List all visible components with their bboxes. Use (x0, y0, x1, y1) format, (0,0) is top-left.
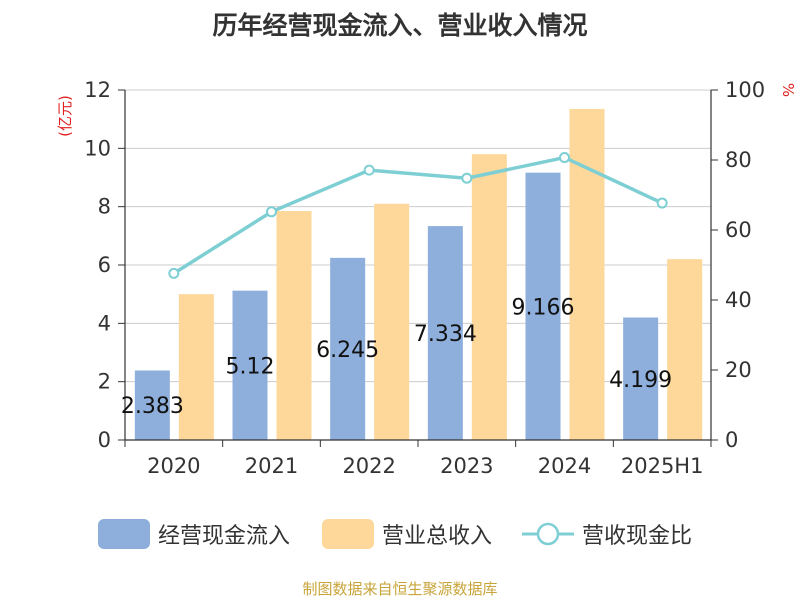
x-tick-label: 2025H1 (621, 454, 704, 478)
bar-revenue[interactable] (276, 211, 312, 440)
x-tick-label: 2023 (440, 454, 493, 478)
data-label-cash-inflow: 5.12 (226, 354, 275, 379)
bar-cash-inflow[interactable] (525, 172, 561, 441)
bar-revenue[interactable] (374, 203, 410, 440)
left-tick-label: 8 (98, 195, 111, 219)
bar-cash-inflow[interactable] (427, 226, 463, 440)
data-label-cash-inflow: 4.199 (609, 368, 672, 393)
data-label-cash-inflow: 7.334 (414, 322, 477, 347)
bar-cash-inflow[interactable] (330, 257, 366, 440)
ratio-point[interactable] (656, 197, 668, 209)
bar-revenue[interactable] (178, 294, 214, 440)
bar-revenue[interactable] (471, 154, 507, 440)
legend-swatch-ratio (522, 522, 574, 546)
ratio-line (172, 155, 663, 275)
right-tick-label: 40 (725, 288, 752, 312)
legend-item-revenue[interactable]: 营业总收入 (322, 516, 492, 552)
right-tick-label: 100 (725, 78, 765, 102)
legend-label-ratio: 营收现金比 (582, 524, 693, 549)
legend-swatch-revenue (322, 519, 374, 549)
left-tick-label: 12 (84, 78, 111, 102)
ratio-point[interactable] (363, 164, 375, 176)
legend-item-cash-inflow[interactable]: 经营现金流入 (98, 516, 290, 552)
bar-revenue[interactable] (569, 108, 605, 440)
bar-cash-inflow[interactable] (134, 370, 170, 440)
right-axis-label: % (779, 83, 797, 97)
x-tick-label: 2020 (147, 454, 200, 478)
legend: 经营现金流入 营业总收入 营收现金比 (0, 516, 800, 552)
ratio-point[interactable] (559, 152, 570, 164)
legend-item-ratio[interactable]: 营收现金比 (522, 516, 692, 552)
source-note: 制图数据来自恒生聚源数据库 (302, 580, 498, 598)
legend-label-revenue: 营业总收入 (382, 524, 493, 549)
data-label-cash-inflow: 2.383 (121, 394, 184, 419)
left-tick-label: 6 (98, 253, 111, 277)
ratio-point[interactable] (266, 206, 277, 218)
x-tick-label: 2022 (342, 454, 395, 478)
right-tick-label: 60 (725, 218, 752, 242)
legend-label-cash-inflow: 经营现金流入 (158, 524, 291, 549)
ratio-point[interactable] (461, 172, 473, 184)
data-label-cash-inflow: 6.245 (316, 338, 379, 363)
right-tick-label: 20 (725, 358, 752, 382)
left-tick-label: 0 (98, 428, 111, 452)
data-label-cash-inflow: 9.166 (512, 295, 575, 320)
right-tick-label: 80 (725, 148, 752, 172)
left-tick-label: 2 (98, 370, 111, 394)
bar-cash-inflow[interactable] (232, 290, 268, 440)
x-tick-label: 2024 (538, 454, 591, 478)
bar-cash-inflow[interactable] (623, 317, 659, 440)
left-axis-label: (亿元) (56, 95, 74, 137)
chart-title: 历年经营现金流入、营业收入情况 (212, 11, 588, 40)
x-tick-label: 2021 (245, 454, 298, 478)
right-tick-label: 0 (725, 428, 738, 452)
legend-swatch-cash-inflow (98, 519, 150, 549)
ratio-point[interactable] (168, 267, 180, 279)
left-tick-label: 4 (98, 311, 111, 335)
left-tick-label: 10 (84, 136, 111, 160)
bar-revenue[interactable] (667, 259, 703, 440)
